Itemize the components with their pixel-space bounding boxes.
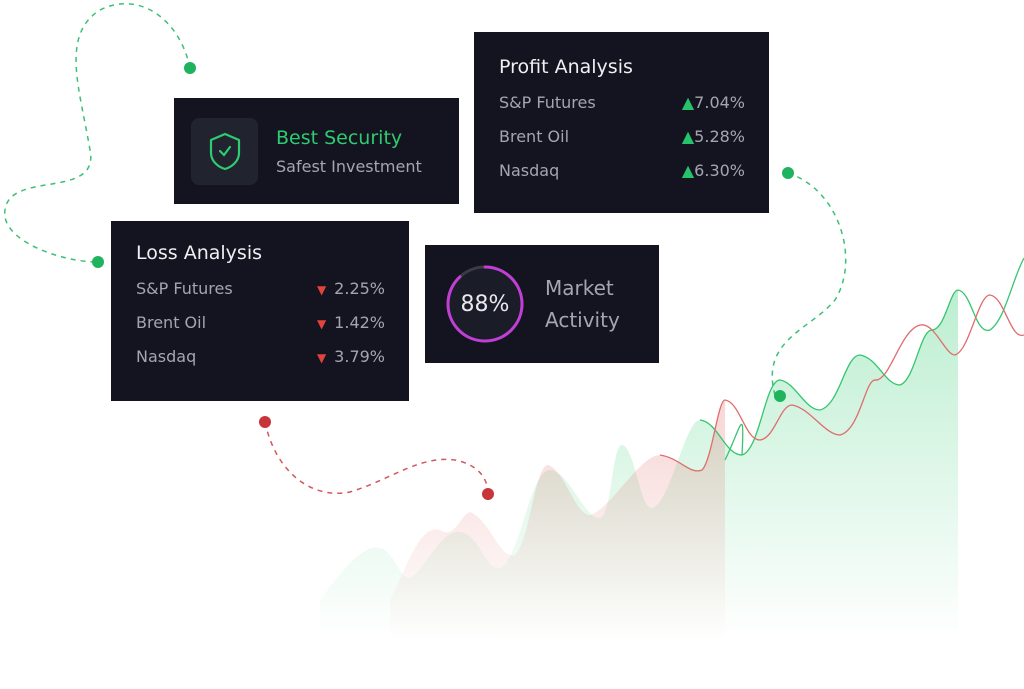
arrow-down-icon: ▼ — [316, 317, 327, 331]
security-subtitle: Safest Investment — [276, 156, 422, 176]
loss-row: S&P Futures ▼ 2.25% — [136, 279, 385, 298]
loss-analysis-card: Loss Analysis S&P Futures ▼ 2.25% Brent Oi… — [111, 221, 409, 401]
red-area — [390, 400, 725, 640]
arrow-up-icon: ▲ — [681, 127, 695, 146]
loss-row: Nasdaq ▼ 3.79% — [136, 347, 385, 366]
connector-dot — [92, 256, 104, 268]
market-activity-card: 88% Market Activity — [425, 245, 659, 363]
red-dashed-connector — [264, 421, 489, 495]
loss-row: Brent Oil ▼ 1.42% — [136, 313, 385, 332]
loss-title: Loss Analysis — [136, 242, 262, 264]
arrow-down-icon: ▼ — [316, 351, 327, 365]
green-dashed-connector — [4, 3, 191, 263]
connector-dot — [184, 62, 196, 74]
market-label-line1: Market — [545, 276, 614, 300]
connector-dot — [259, 416, 271, 428]
connector-dot — [774, 390, 786, 402]
arrow-up-icon: ▲ — [681, 93, 695, 112]
profit-row: Brent Oil ▲5.28% — [499, 127, 745, 146]
arrow-up-icon: ▲ — [681, 161, 695, 180]
green-dashed-connector — [771, 172, 847, 396]
progress-ring: 88% — [445, 264, 525, 344]
best-security-card: Best Security Safest Investment — [174, 98, 459, 204]
market-percentage: 88% — [460, 291, 510, 317]
shield-check-icon — [191, 117, 258, 185]
market-label-line2: Activity — [545, 308, 620, 332]
profit-analysis-card: Profit Analysis S&P Futures ▲7.04% Brent … — [474, 32, 769, 213]
connector-dot — [482, 488, 494, 500]
arrow-down-icon: ▼ — [316, 283, 327, 297]
profit-row: S&P Futures ▲7.04% — [499, 93, 745, 112]
profit-title: Profit Analysis — [499, 56, 633, 78]
connector-dot — [782, 167, 794, 179]
security-title: Best Security — [276, 126, 403, 149]
profit-row: Nasdaq ▲6.30% — [499, 161, 745, 180]
red-line — [659, 294, 1024, 472]
